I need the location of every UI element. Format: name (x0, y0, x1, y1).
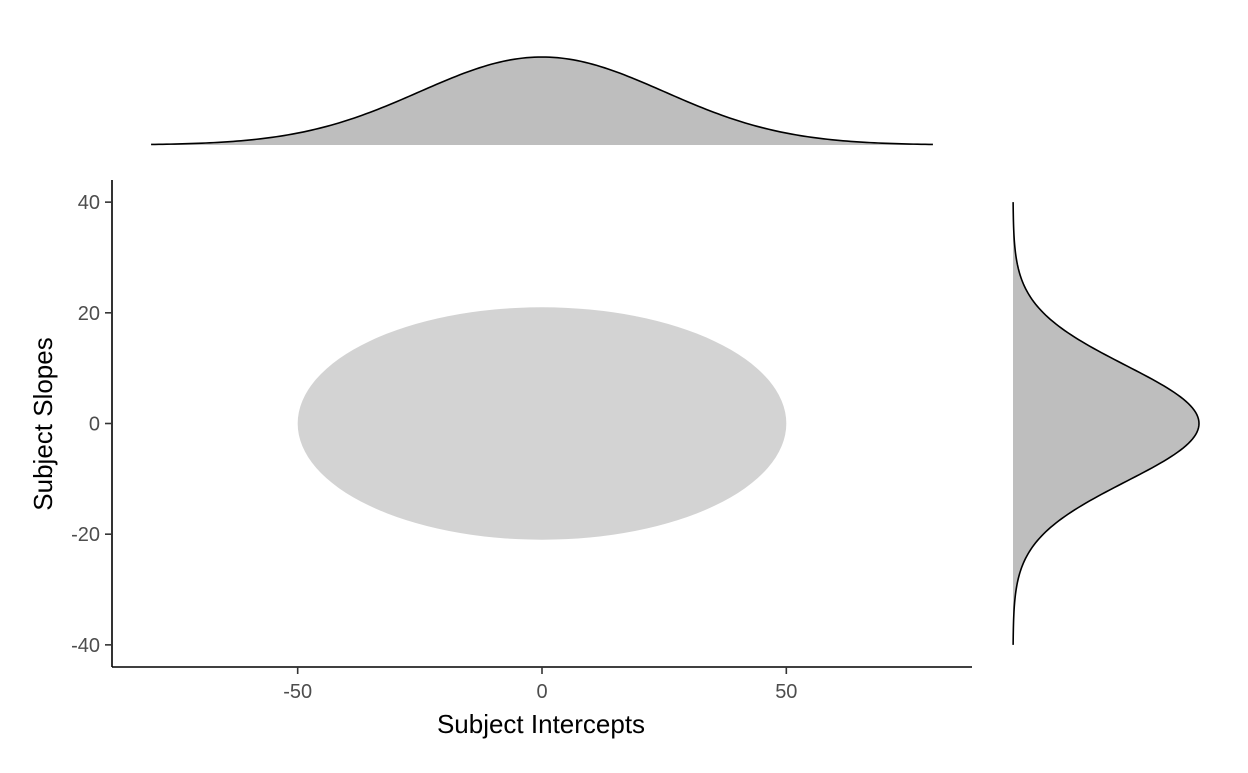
y-tick-label: 0 (89, 414, 100, 436)
main-plot-panel (297, 307, 787, 540)
top-density-curve (151, 56, 933, 146)
confidence-ellipse (297, 307, 787, 540)
x-tick-label: -50 (283, 681, 312, 703)
right-density-area (1013, 202, 1199, 645)
right-density-curve (1012, 202, 1200, 645)
right-marginal-density (1012, 202, 1200, 645)
y-tick-label: -20 (71, 524, 100, 546)
y-tick-label: 20 (78, 303, 100, 325)
x-tick-label: 50 (775, 681, 797, 703)
top-density-area (151, 57, 933, 145)
axes: -50 0 50 -40 -20 0 20 40 (71, 180, 972, 703)
y-tick-label: 40 (78, 192, 100, 214)
y-tick-label: -40 (71, 635, 100, 657)
x-tick-label: 0 (536, 681, 547, 703)
x-axis-title: Subject Intercepts (437, 709, 645, 739)
y-axis-title: Subject Slopes (28, 337, 58, 510)
top-marginal-density (151, 56, 933, 146)
